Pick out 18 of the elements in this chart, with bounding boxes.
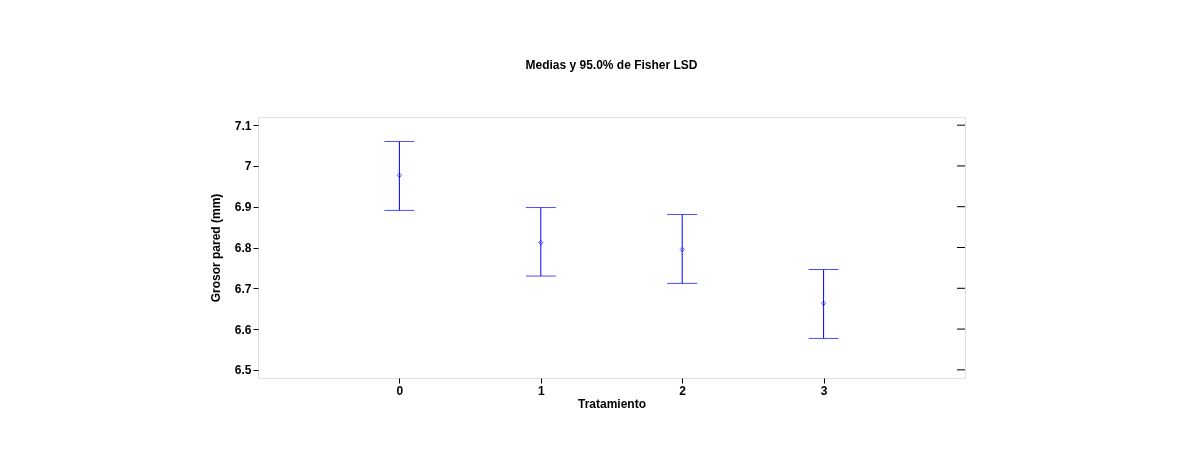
y-axis-title: Grosor pared (mm) xyxy=(208,193,223,303)
point xyxy=(538,239,544,246)
x-tick-label: 0 xyxy=(396,383,404,398)
point xyxy=(396,172,403,178)
y-tick-label: 6.5 xyxy=(234,363,252,378)
point xyxy=(820,300,827,306)
x-tick-label: 1 xyxy=(537,383,545,398)
y-tick-label: 6.9 xyxy=(234,200,252,215)
x-axis-title: Tratamiento xyxy=(577,396,647,411)
x-tick-label: 3 xyxy=(820,383,828,398)
y-tick-label: 6.6 xyxy=(234,322,252,337)
x-tick-label: 2 xyxy=(679,383,687,398)
y-tick-label: 7 xyxy=(244,159,252,174)
point xyxy=(679,246,685,253)
chart-title: Medias y 95.0% de Fisher LSD xyxy=(525,58,698,72)
y-tick-label: 6.7 xyxy=(234,281,252,296)
y-tick-label: 6.8 xyxy=(234,241,252,255)
y-tick-label: 7.1 xyxy=(234,118,252,133)
